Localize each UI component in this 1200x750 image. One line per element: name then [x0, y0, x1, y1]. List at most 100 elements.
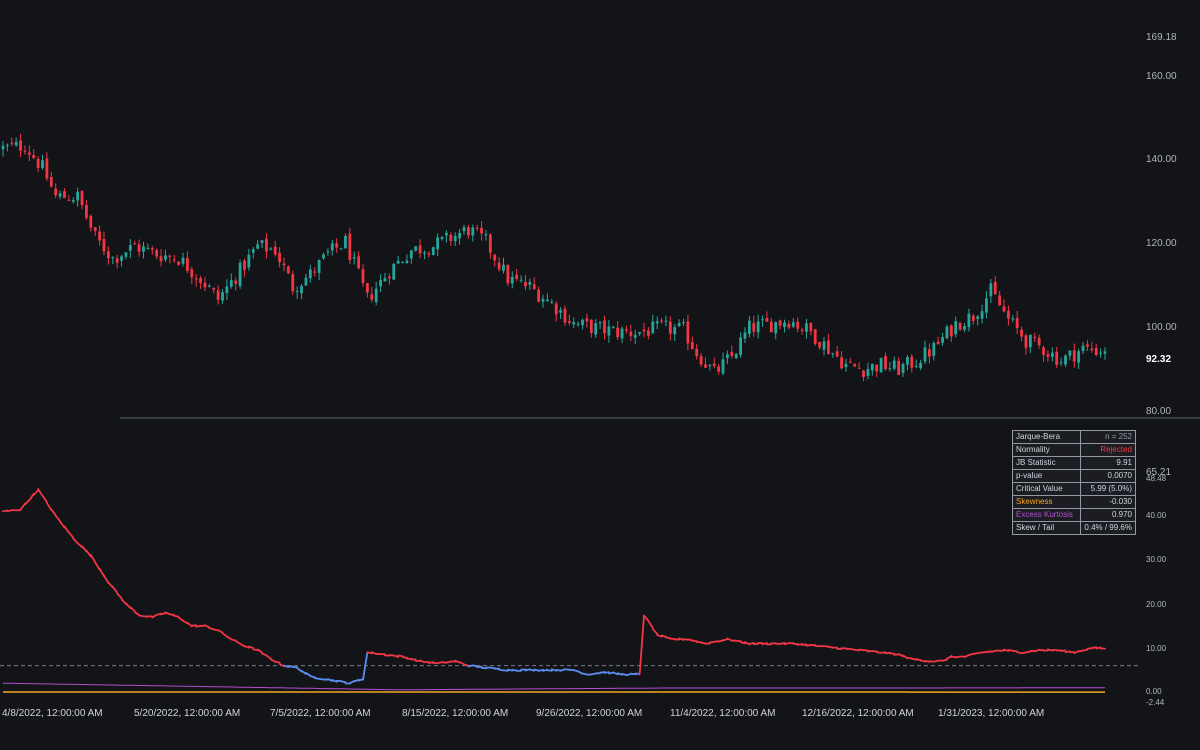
candle-body: [519, 279, 523, 281]
candle-body: [651, 321, 655, 334]
jb-statistic-segment: [458, 661, 465, 666]
candle-body: [251, 249, 255, 253]
candle-body: [831, 353, 835, 355]
candle-body: [1103, 351, 1107, 354]
candle-body: [730, 352, 734, 357]
candle-body: [106, 251, 110, 259]
candle-body: [524, 282, 527, 287]
candle-body: [295, 291, 299, 293]
candle-body: [862, 370, 865, 377]
price-axis-tick: 120.00: [1146, 238, 1177, 249]
candle-body: [317, 259, 321, 273]
candle-body: [993, 281, 997, 295]
jb-statistic-segment: [37, 488, 44, 497]
indicator-axis-tick: 48.48: [1146, 474, 1167, 483]
stats-row-value: 9.91: [1080, 456, 1136, 470]
jb-statistic-segment: [528, 668, 536, 672]
candle-body: [357, 256, 361, 269]
indicator-pane[interactable]: [0, 488, 1140, 693]
candle-body: [185, 258, 189, 272]
jb-statistic-segment: [116, 592, 123, 600]
indicator-axis-tick: 40.00: [1146, 511, 1167, 520]
candle-body: [537, 289, 541, 302]
candle-body: [967, 313, 971, 328]
candle-body: [813, 329, 817, 344]
candle-body: [335, 243, 339, 248]
jb-statistic-segment: [326, 678, 334, 682]
candle-body: [589, 319, 593, 333]
stats-row-value: 5.99 (5.0%): [1080, 482, 1136, 496]
jb-statistic-segment: [1003, 648, 1010, 652]
indicator-axis-tick: 65.21: [1146, 467, 1171, 478]
indicator-axis[interactable]: 65.21 48.48 40.00 30.00 20.00 10.00 0.00…: [1146, 467, 1171, 707]
candle-body: [177, 261, 181, 265]
candle-body: [818, 341, 822, 348]
indicator-axis-tick: 0.00: [1146, 687, 1162, 696]
stats-row: Skew / Tail 0.4% / 99.6%: [1012, 521, 1136, 535]
candle-body: [387, 276, 391, 279]
jb-statistic-segment: [946, 655, 953, 660]
candle-body: [985, 298, 988, 313]
candle-body: [256, 244, 260, 249]
jb-statistic-segment: [221, 632, 228, 638]
candle-body: [150, 248, 154, 250]
jb-statistic-segment: [32, 489, 40, 496]
candle-body: [462, 227, 466, 232]
jb-statistic-segment: [340, 680, 347, 684]
candle-body: [954, 321, 958, 335]
candle-body: [27, 152, 31, 155]
candle-body: [19, 140, 22, 151]
candle-body: [423, 252, 426, 254]
candle-body: [576, 323, 580, 325]
candle-body: [506, 265, 510, 284]
jb-statistic-segment: [880, 651, 887, 654]
candle-body: [677, 323, 681, 326]
jb-statistic-segment: [1064, 650, 1071, 654]
jb-statistic-segment: [647, 620, 654, 629]
candle-body: [102, 238, 106, 252]
price-pane[interactable]: [1, 133, 1107, 382]
jb-statistic-segment: [397, 654, 404, 658]
candle-body: [717, 366, 721, 372]
jb-statistic-segment: [1011, 649, 1019, 653]
time-axis[interactable]: 4/8/2022, 12:00:00 AM 5/20/2022, 12:00:0…: [2, 708, 1044, 719]
candle-body: [5, 144, 9, 146]
candle-body: [778, 320, 782, 326]
candle-body: [686, 321, 690, 344]
candle-body: [120, 256, 123, 261]
jb-statistic-segment: [651, 628, 659, 635]
jb-statistic-segment: [779, 641, 786, 646]
jb-statistic-segment: [362, 651, 369, 681]
candle-body: [1094, 347, 1098, 355]
jb-statistic-segment: [656, 634, 663, 638]
candle-body: [243, 260, 246, 270]
candle-body: [199, 278, 202, 283]
candle-body: [1064, 355, 1067, 365]
candle-body: [870, 363, 874, 371]
candle-body: [93, 227, 97, 232]
stats-row: Jarque-Bera n = 252: [1012, 430, 1136, 444]
candle-body: [875, 364, 879, 372]
jb-statistic-segment: [173, 614, 180, 618]
candle-body: [572, 322, 576, 325]
jb-statistic-segment: [1060, 649, 1067, 652]
jb-statistic-segment: [1095, 646, 1102, 650]
jb-statistic-segment: [243, 645, 250, 649]
candle-body: [721, 359, 725, 374]
jb-statistic-segment: [331, 679, 338, 683]
candle-body: [449, 234, 453, 241]
candle-body: [800, 329, 804, 331]
jb-statistic-segment: [50, 508, 57, 517]
candle-body: [36, 158, 40, 168]
stats-row: Excess Kurtosis 0.970: [1012, 508, 1136, 522]
jb-statistic-segment: [401, 656, 408, 659]
candle-body: [980, 311, 984, 319]
candle-body: [137, 244, 141, 252]
candle-body: [300, 285, 303, 294]
jb-statistic-segment: [537, 668, 544, 672]
jb-statistic-segment: [72, 537, 79, 544]
candle-body: [401, 261, 404, 263]
price-axis[interactable]: 169.18 160.00 140.00 120.00 100.00 80.00…: [1146, 32, 1177, 417]
candle-body: [629, 331, 633, 336]
